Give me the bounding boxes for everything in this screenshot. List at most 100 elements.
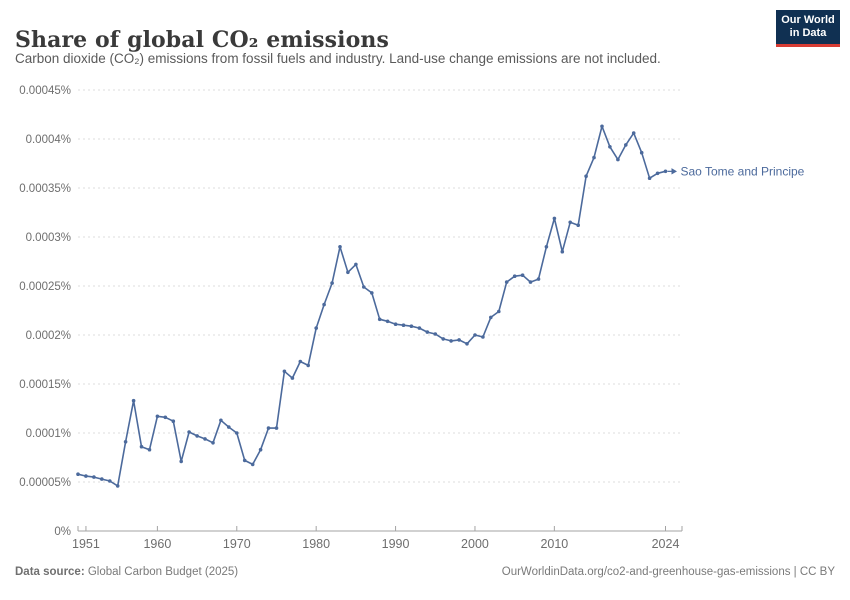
data-point xyxy=(100,477,104,481)
data-point xyxy=(520,273,525,278)
data-point xyxy=(250,462,255,467)
data-point xyxy=(481,335,485,339)
data-point xyxy=(123,440,128,444)
data-point xyxy=(465,342,469,346)
data-point xyxy=(608,145,612,149)
data-point xyxy=(401,323,406,328)
data-point xyxy=(600,124,604,129)
data-point xyxy=(457,338,461,342)
data-point xyxy=(552,216,557,221)
data-point xyxy=(330,281,334,285)
data-point xyxy=(274,426,279,430)
data-point xyxy=(306,363,311,368)
series-label-arrow-icon xyxy=(671,168,677,175)
data-point xyxy=(631,131,636,135)
data-point xyxy=(473,333,477,337)
x-tick-label: 1960 xyxy=(143,537,171,551)
owid-logo-line1: Our World xyxy=(781,14,835,26)
data-point xyxy=(512,274,517,279)
data-point xyxy=(108,479,112,483)
y-tick-label: 0.0004% xyxy=(26,134,71,146)
data-point xyxy=(338,245,342,249)
data-source-label: Data source: xyxy=(15,566,85,578)
y-tick-label: 0.0002% xyxy=(26,330,71,342)
data-point xyxy=(592,155,596,160)
data-point xyxy=(385,319,390,324)
data-point xyxy=(441,337,446,341)
y-tick-label: 0.00025% xyxy=(19,281,71,293)
x-tick-label: 2010 xyxy=(540,537,568,551)
data-point xyxy=(314,326,319,330)
data-point xyxy=(266,426,271,430)
data-point xyxy=(616,157,620,162)
y-tick-label: 0.0003% xyxy=(26,232,71,244)
series-label[interactable]: Sao Tome and Principe xyxy=(681,164,805,178)
data-point xyxy=(163,415,168,420)
data-point xyxy=(92,475,96,479)
data-point xyxy=(346,270,350,275)
data-source: Data source: Global Carbon Budget (2025) xyxy=(15,566,238,578)
data-point xyxy=(497,309,501,314)
data-point xyxy=(560,249,565,254)
data-point xyxy=(655,171,660,176)
y-tick-label: 0.00035% xyxy=(19,183,71,195)
data-point xyxy=(624,143,628,147)
data-point xyxy=(258,447,263,452)
data-point xyxy=(84,474,88,478)
data-point xyxy=(298,359,303,364)
data-point xyxy=(504,280,509,284)
data-point xyxy=(663,169,668,174)
data-point xyxy=(544,245,549,249)
data-point xyxy=(139,444,144,449)
data-point xyxy=(576,223,580,227)
data-point xyxy=(647,176,652,180)
data-point xyxy=(171,419,176,424)
data-point xyxy=(536,277,541,281)
x-tick-label: 2000 xyxy=(461,537,489,551)
x-tick-label: 1951 xyxy=(72,537,100,551)
data-point xyxy=(568,220,572,225)
data-point xyxy=(242,458,247,463)
data-point xyxy=(528,280,533,284)
chart-subtitle: Carbon dioxide (CO₂) emissions from foss… xyxy=(15,51,661,66)
series-line[interactable] xyxy=(77,125,667,487)
x-tick-label: 1990 xyxy=(382,537,410,551)
data-point xyxy=(409,324,414,329)
data-point xyxy=(425,330,430,334)
data-point xyxy=(489,315,493,320)
data-point xyxy=(322,302,326,307)
data-point xyxy=(290,376,295,380)
data-point xyxy=(211,441,215,445)
chart-footer: Data source: Global Carbon Budget (2025)… xyxy=(15,566,835,578)
data-point xyxy=(187,430,191,434)
data-point xyxy=(377,317,382,322)
y-tick-label: 0% xyxy=(54,526,71,538)
data-point xyxy=(370,291,374,295)
chart-title: Share of global CO₂ emissions xyxy=(15,26,389,53)
owid-logo[interactable]: Our World in Data xyxy=(776,10,840,47)
data-point xyxy=(115,484,120,488)
data-point xyxy=(195,434,199,438)
data-point xyxy=(393,322,398,327)
data-point xyxy=(362,285,366,289)
data-point xyxy=(155,414,160,419)
data-point xyxy=(131,398,136,403)
data-source-text: Global Carbon Budget (2025) xyxy=(84,566,239,578)
data-point xyxy=(417,326,422,330)
x-tick-label: 1970 xyxy=(223,537,251,551)
credit-link[interactable]: OurWorldinData.org/co2-and-greenhouse-ga… xyxy=(501,566,835,578)
y-tick-label: 0.00005% xyxy=(19,477,71,489)
y-tick-label: 0.00045% xyxy=(19,85,71,97)
data-point xyxy=(449,339,453,343)
data-point xyxy=(179,459,183,464)
owid-logo-line2: in Data xyxy=(789,27,827,39)
data-point xyxy=(639,150,644,155)
data-point xyxy=(219,418,223,423)
x-tick-label: 1980 xyxy=(302,537,330,551)
x-tick-label: 2024 xyxy=(652,537,680,551)
data-point xyxy=(584,174,588,178)
data-point xyxy=(203,437,207,441)
y-tick-label: 0.0001% xyxy=(26,428,71,440)
y-tick-label: 0.00015% xyxy=(19,379,71,391)
